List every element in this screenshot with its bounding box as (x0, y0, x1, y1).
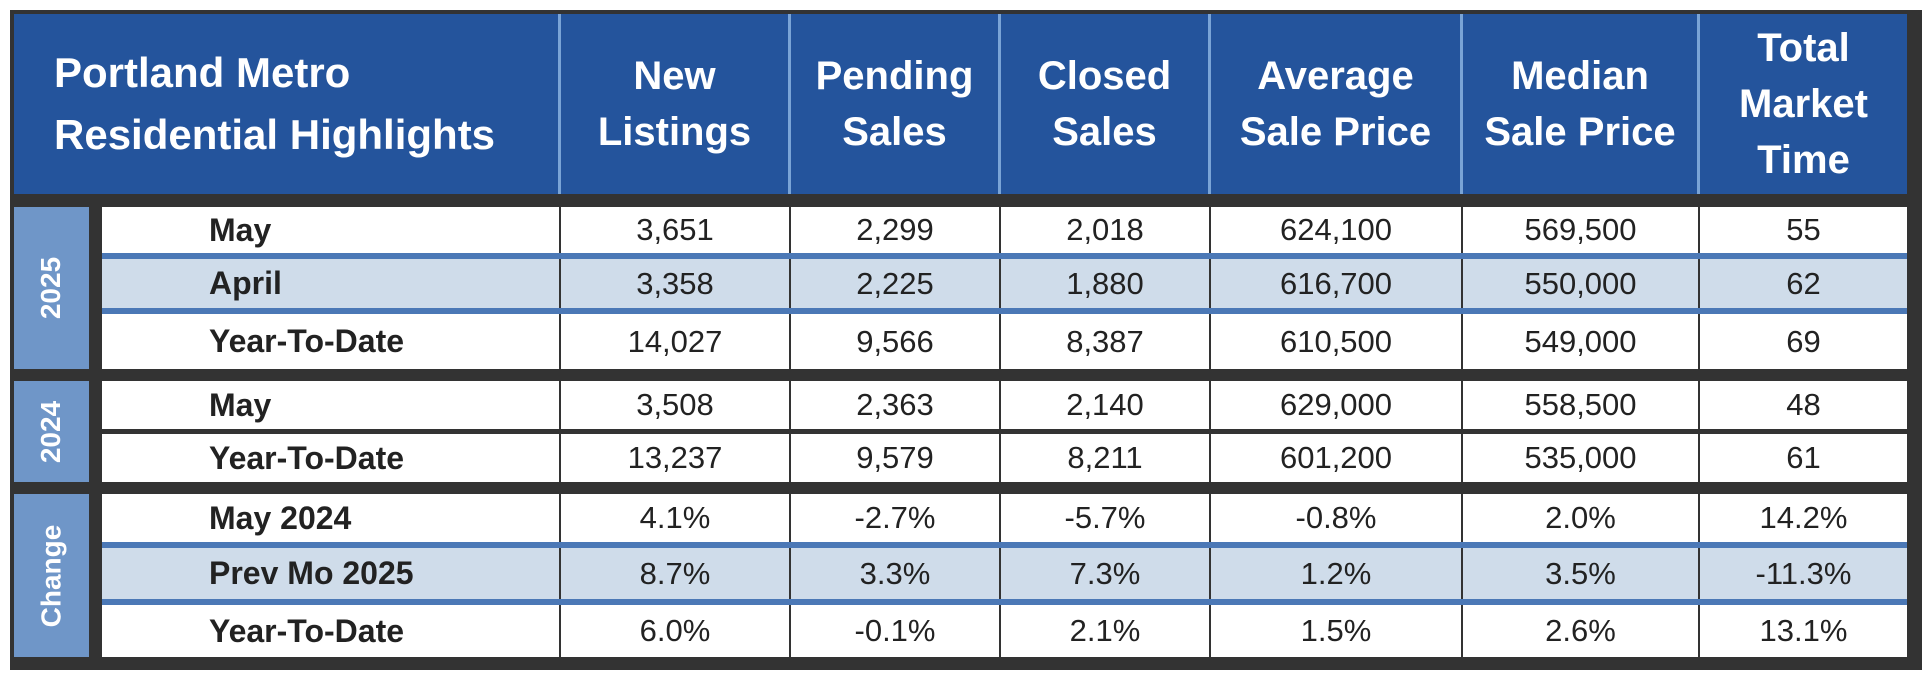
new-listings-cell: 8.7% (561, 548, 791, 599)
row-divider (102, 429, 1907, 434)
pending-sales-cell: 9,579 (791, 434, 1001, 482)
row-divider (102, 308, 1907, 314)
group-label: Change (14, 494, 89, 657)
table-header: Portland Metro Residential Highlights Ne… (14, 14, 1907, 194)
table-row: May 2024 4.1% -2.7% -5.7% -0.8% 2.0% 14.… (102, 494, 1907, 542)
header-median-sale-price: Median Sale Price (1463, 14, 1700, 194)
closed-sales-cell: 2,018 (1001, 207, 1211, 253)
new-listings-cell: 3,508 (561, 381, 791, 429)
closed-sales-cell: 8,211 (1001, 434, 1211, 482)
new-listings-cell: 3,358 (561, 259, 791, 308)
table-row: Year-To-Date 13,237 9,579 8,211 601,200 … (102, 434, 1907, 482)
average-sale-price-cell: 616,700 (1211, 259, 1463, 308)
pending-sales-cell: 2,299 (791, 207, 1001, 253)
new-listings-cell: 6.0% (561, 605, 791, 657)
row-label: May (102, 381, 561, 429)
row-label: April (102, 259, 561, 308)
total-market-time-cell: 62 (1786, 265, 1821, 301)
row-label: Prev Mo 2025 (102, 548, 561, 599)
closed-sales-cell: 2.1% (1001, 605, 1211, 657)
average-sale-price-cell: 1.2% (1211, 548, 1463, 599)
pending-sales-cell: 3.3% (791, 548, 1001, 599)
median-sale-price-cell: 558,500 (1463, 381, 1700, 429)
row-divider (102, 542, 1907, 548)
closed-sales-cell: 8,387 (1001, 314, 1211, 369)
new-listings-cell: 4.1% (561, 494, 791, 542)
pending-sales-cell: 2,225 (791, 259, 1001, 308)
header-pending-sales: Pending Sales (791, 14, 1001, 194)
table-row: Year-To-Date 6.0% -0.1% 2.1% 1.5% 2.6% 1… (102, 605, 1907, 657)
average-sale-price-cell: -0.8% (1211, 494, 1463, 542)
average-sale-price-cell: 624,100 (1211, 207, 1463, 253)
total-market-time-cell: 61 (1786, 440, 1821, 475)
closed-sales-cell: 2,140 (1001, 381, 1211, 429)
average-sale-price-cell: 629,000 (1211, 381, 1463, 429)
total-market-time-cell: 69 (1786, 323, 1821, 359)
total-market-time-cell: 14.2% (1759, 500, 1848, 535)
table-title: Portland Metro Residential Highlights (14, 14, 561, 194)
new-listings-cell: 3,651 (561, 207, 791, 253)
closed-sales-cell: -5.7% (1001, 494, 1211, 542)
row-label: Year-To-Date (102, 605, 561, 657)
average-sale-price-cell: 1.5% (1211, 605, 1463, 657)
row-label: Year-To-Date (102, 314, 561, 369)
average-sale-price-cell: 610,500 (1211, 314, 1463, 369)
row-divider (102, 599, 1907, 605)
median-sale-price-cell: 550,000 (1463, 259, 1700, 308)
group-label: 2025 (14, 207, 89, 369)
table-row: Year-To-Date 14,027 9,566 8,387 610,500 … (102, 314, 1907, 369)
row-label: May (102, 207, 561, 253)
table-row: Prev Mo 2025 8.7% 3.3% 7.3% 1.2% 3.5% -1… (102, 548, 1907, 599)
table-row: May 3,651 2,299 2,018 624,100 569,500 55 (102, 207, 1907, 253)
pending-sales-cell: -0.1% (791, 605, 1001, 657)
pending-sales-cell: -2.7% (791, 494, 1001, 542)
row-divider (102, 253, 1907, 259)
header-total-market-time: Total Market Time (1739, 26, 1868, 182)
median-sale-price-cell: 535,000 (1463, 434, 1700, 482)
group-label: 2024 (14, 381, 89, 482)
group-change: Change May 2024 4.1% -2.7% -5.7% -0.8% 2… (14, 494, 1907, 657)
row-label: May 2024 (102, 494, 561, 542)
group-2025: 2025 May 3,651 2,299 2,018 624,100 569,5… (14, 207, 1907, 369)
closed-sales-cell: 7.3% (1001, 548, 1211, 599)
average-sale-price-cell: 601,200 (1211, 434, 1463, 482)
total-market-time-cell: -11.3% (1755, 555, 1852, 591)
table-row: May 3,508 2,363 2,140 629,000 558,500 48 (102, 381, 1907, 429)
median-sale-price-cell: 569,500 (1463, 207, 1700, 253)
group-2024: 2024 May 3,508 2,363 2,140 629,000 558,5… (14, 381, 1907, 482)
median-sale-price-cell: 2.6% (1463, 605, 1700, 657)
total-market-time-cell: 48 (1786, 387, 1821, 422)
total-market-time-cell: 13.1% (1759, 613, 1848, 648)
header-closed-sales: Closed Sales (1001, 14, 1211, 194)
new-listings-cell: 14,027 (561, 314, 791, 369)
total-market-time-cell: 55 (1786, 212, 1821, 247)
pending-sales-cell: 2,363 (791, 381, 1001, 429)
median-sale-price-cell: 3.5% (1463, 548, 1700, 599)
median-sale-price-cell: 549,000 (1463, 314, 1700, 369)
header-average-sale-price: Average Sale Price (1211, 14, 1463, 194)
new-listings-cell: 13,237 (561, 434, 791, 482)
pending-sales-cell: 9,566 (791, 314, 1001, 369)
header-new-listings: New Listings (561, 14, 791, 194)
row-label: Year-To-Date (102, 434, 561, 482)
median-sale-price-cell: 2.0% (1463, 494, 1700, 542)
table-row: April 3,358 2,225 1,880 616,700 550,000 … (102, 259, 1907, 308)
closed-sales-cell: 1,880 (1001, 259, 1211, 308)
